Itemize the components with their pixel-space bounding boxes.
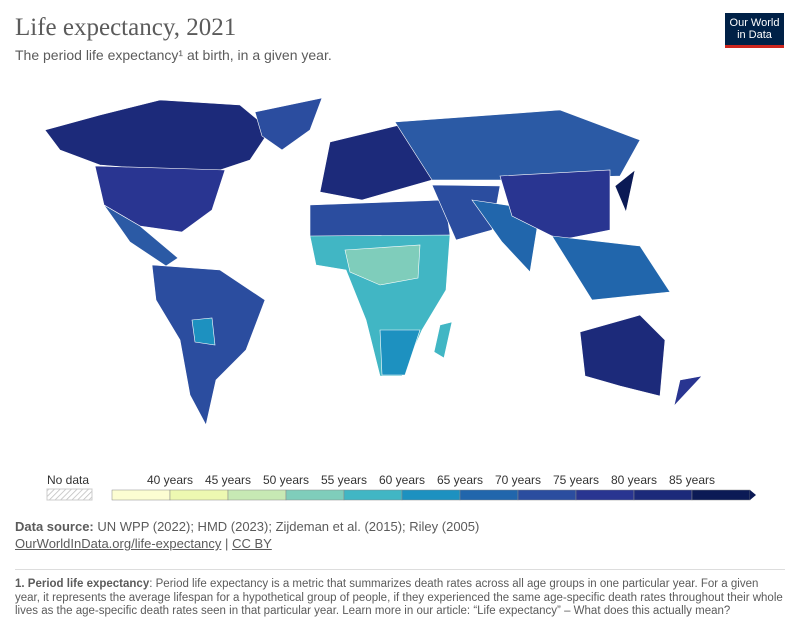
legend-bin (575, 489, 635, 501)
se-asia[interactable] (551, 235, 671, 301)
footnote-text: : Period life expectancy is a metric tha… (15, 578, 783, 617)
legend-label: 55 years (321, 473, 367, 487)
central-america[interactable] (103, 204, 179, 267)
no-data-swatch (46, 488, 93, 501)
legend-label: 75 years (553, 473, 599, 487)
russia[interactable] (394, 109, 641, 181)
divider (15, 569, 785, 570)
legend-label: 85 years (669, 473, 715, 487)
japan[interactable] (614, 169, 636, 213)
madagascar[interactable] (433, 321, 453, 359)
australia[interactable] (579, 314, 666, 397)
legend-bin (343, 489, 403, 501)
legend-bin (227, 489, 287, 501)
subtitle: The period life expectancy¹ at birth, in… (15, 47, 332, 63)
legend-bin (517, 489, 577, 501)
links: OurWorldInData.org/life-expectancy | CC … (15, 536, 272, 551)
logo-line: Our World (729, 17, 780, 29)
legend: 40 years 45 years 50 years 55 years 60 years… (111, 473, 756, 501)
legend-bin (285, 489, 345, 501)
china[interactable] (499, 169, 611, 241)
source: Data source: UN WPP (2022); HMD (2023); … (15, 519, 479, 534)
logo-line: in Data (737, 29, 772, 41)
separator: | (225, 536, 229, 551)
legend-bin (691, 489, 751, 501)
legend-arrow (750, 490, 756, 500)
source-text: UN WPP (2022); HMD (2023); Zijdeman et a… (97, 519, 480, 534)
canada[interactable] (44, 99, 271, 171)
legend-bin (459, 489, 519, 501)
legend-label: 60 years (379, 473, 425, 487)
greenland[interactable] (254, 97, 323, 151)
southern-africa[interactable] (379, 329, 421, 376)
footnote-label: 1. Period life expectancy (15, 578, 150, 590)
link[interactable]: OurWorldInData.org/life-expectancy (15, 536, 222, 551)
map: No data 40 years 45 years 50 years 55 years… (44, 97, 756, 501)
bolivia[interactable] (191, 317, 216, 346)
usa[interactable] (94, 165, 226, 233)
legend-label: 65 years (437, 473, 483, 487)
legend-bin (633, 489, 693, 501)
source-label: Data source: (15, 519, 94, 534)
title: Life expectancy, 2021 (15, 14, 237, 41)
legend-bin (401, 489, 461, 501)
sahel[interactable] (344, 244, 421, 286)
south-america[interactable] (151, 264, 266, 426)
legend-label: 45 years (205, 473, 251, 487)
license[interactable]: CC BY (232, 536, 272, 551)
logo[interactable]: Our World in Data (725, 13, 784, 48)
legend-label: 50 years (263, 473, 309, 487)
new-zealand[interactable] (673, 375, 703, 408)
legend-bin (111, 489, 171, 501)
countries (44, 97, 703, 426)
no-data-label: No data (47, 473, 89, 487)
legend-label: 40 years (147, 473, 193, 487)
legend-label: 70 years (495, 473, 541, 487)
legend-bin (169, 489, 229, 501)
footnote: 1. Period life expectancy: Period life e… (15, 578, 785, 619)
legend-label: 80 years (611, 473, 657, 487)
middle-east[interactable] (431, 184, 501, 241)
